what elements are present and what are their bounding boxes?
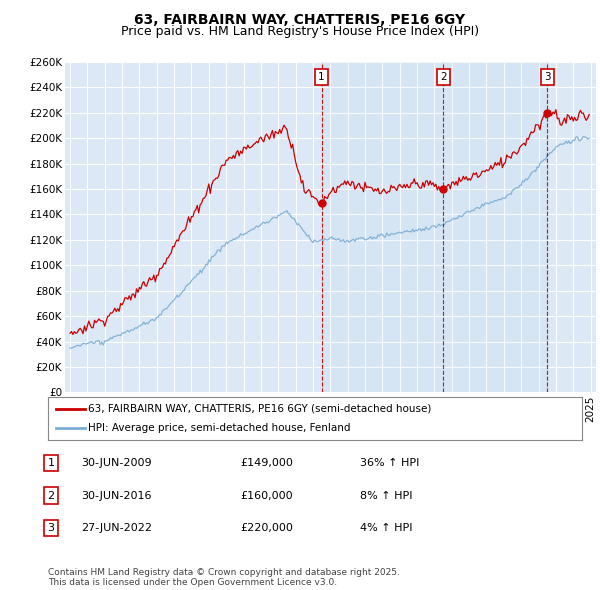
Text: £220,000: £220,000: [240, 523, 293, 533]
Text: 27-JUN-2022: 27-JUN-2022: [81, 523, 152, 533]
Text: 1: 1: [319, 72, 325, 82]
Text: 30-JUN-2016: 30-JUN-2016: [81, 491, 151, 500]
Text: £149,000: £149,000: [240, 458, 293, 468]
Text: 63, FAIRBAIRN WAY, CHATTERIS, PE16 6GY: 63, FAIRBAIRN WAY, CHATTERIS, PE16 6GY: [134, 13, 466, 27]
Text: Price paid vs. HM Land Registry's House Price Index (HPI): Price paid vs. HM Land Registry's House …: [121, 25, 479, 38]
Text: 36% ↑ HPI: 36% ↑ HPI: [360, 458, 419, 468]
Text: 3: 3: [544, 72, 551, 82]
Text: 1: 1: [47, 458, 55, 468]
Text: 4% ↑ HPI: 4% ↑ HPI: [360, 523, 413, 533]
Text: 2: 2: [440, 72, 446, 82]
Text: 3: 3: [47, 523, 55, 533]
Bar: [322, 62, 547, 392]
Text: Contains HM Land Registry data © Crown copyright and database right 2025.
This d: Contains HM Land Registry data © Crown c…: [48, 568, 400, 587]
Text: 8% ↑ HPI: 8% ↑ HPI: [360, 491, 413, 500]
Text: 63, FAIRBAIRN WAY, CHATTERIS, PE16 6GY (semi-detached house): 63, FAIRBAIRN WAY, CHATTERIS, PE16 6GY (…: [88, 404, 431, 414]
Text: 30-JUN-2009: 30-JUN-2009: [81, 458, 152, 468]
Text: £160,000: £160,000: [240, 491, 293, 500]
Text: 2: 2: [47, 491, 55, 500]
Text: HPI: Average price, semi-detached house, Fenland: HPI: Average price, semi-detached house,…: [88, 423, 350, 433]
